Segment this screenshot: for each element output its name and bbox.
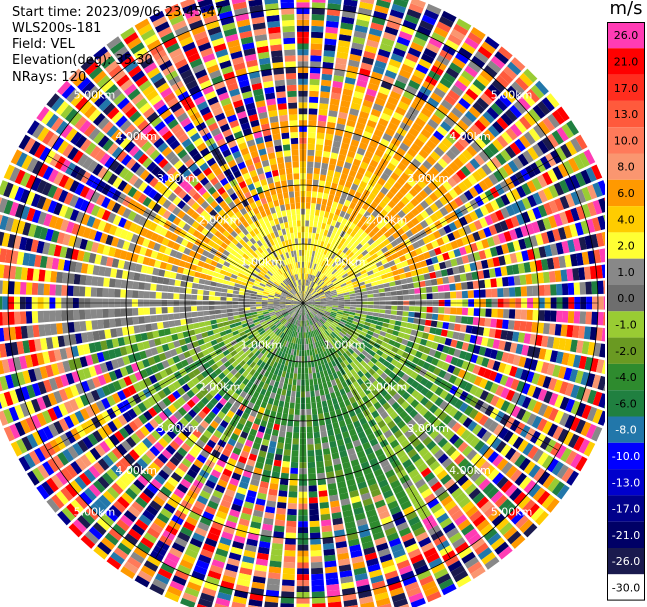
range-ring-label: 2.00km: [366, 380, 408, 393]
range-ring-label: 4.00km: [115, 464, 157, 477]
range-ring-label: 1.00km: [324, 339, 366, 352]
colorbar-tick-label: -4.0: [615, 371, 636, 384]
colorbar-tick-label: 4.0: [617, 213, 635, 226]
range-ring-label: 2.00km: [199, 380, 241, 393]
colorbar-tick-label: 8.0: [617, 161, 635, 174]
colorbar-tick-label: 26.0: [614, 29, 639, 42]
colorbar-swatch: [607, 153, 645, 180]
range-ring-label: 1.00km: [324, 255, 366, 268]
colorbar-swatch: [607, 337, 645, 364]
colorbar-swatch: [607, 311, 645, 338]
range-ring-label: 4.00km: [449, 464, 491, 477]
colorbar-tick-label: 17.0: [614, 82, 639, 95]
colorbar-unit: m/s: [609, 0, 643, 19]
range-ring-label: 3.00km: [157, 422, 199, 435]
range-ring-label: 2.00km: [366, 214, 408, 227]
field-label: Field: VEL: [12, 37, 75, 52]
range-ring-label: 1.00km: [240, 255, 282, 268]
colorbar-tick-label: -13.0: [612, 476, 640, 489]
colorbar-swatch: [607, 285, 645, 312]
range-ring-label: 4.00km: [115, 130, 157, 143]
range-rings: 1.00km 1.00km 1.00km 1.00km 2.00km 2.00km 2.00…: [7, 7, 599, 599]
colorbar-tick-label: -8.0: [615, 424, 636, 437]
colorbar: 26.0 21.0 17.0 13.0 10.0 8.0 6.0 4.0 2.0 1.0 0.0 -1…: [607, 22, 645, 601]
range-ring-label: 3.00km: [407, 422, 449, 435]
range-ring-label: 3.00km: [157, 172, 199, 185]
range-ring-label: 5.00km: [491, 88, 533, 101]
colorbar-tick-label: 10.0: [614, 134, 639, 147]
colorbar-tick-label: -30.0: [612, 581, 640, 594]
elevation-label: Elevation(deg): 35.30: [12, 53, 153, 68]
colorbar-tick-label: -10.0: [612, 450, 640, 463]
range-ring-label: 3.00km: [407, 172, 449, 185]
colorbar-tick-label: -1.0: [615, 318, 636, 331]
range-ring-label: 5.00km: [491, 506, 533, 519]
colorbar-tick-label: -6.0: [615, 397, 636, 410]
colorbar-swatch: [607, 206, 645, 233]
colorbar-swatch: [607, 574, 645, 601]
colorbar-tick-label: 2.0: [617, 240, 635, 253]
colorbar-swatch: [607, 48, 645, 75]
colorbar-swatch: [607, 179, 645, 207]
colorbar-swatch: [607, 390, 645, 417]
range-ring-label: 5.00km: [74, 88, 116, 101]
colorbar-swatch: [607, 22, 645, 49]
colorbar-swatch: [607, 100, 645, 128]
colorbar-swatch: [607, 258, 645, 285]
colorbar-swatch: [607, 416, 645, 443]
range-ring-label: 2.00km: [199, 214, 241, 227]
colorbar-swatch: [607, 363, 645, 391]
colorbar-swatch: [607, 495, 645, 522]
colorbar-tick-label: 6.0: [617, 187, 635, 200]
colorbar-swatch: [607, 74, 645, 101]
range-ring-label: 1.00km: [240, 339, 282, 352]
colorbar-tick-label: -2.0: [615, 345, 636, 358]
range-ring-label: 5.00km: [74, 506, 116, 519]
colorbar-swatch: [607, 127, 645, 154]
range-ring-label: 4.00km: [449, 130, 491, 143]
colorbar-tick-label: -17.0: [612, 503, 640, 516]
colorbar-swatch: [607, 442, 645, 470]
colorbar-tick-label: 21.0: [614, 55, 639, 68]
colorbar-tick-label: -26.0: [612, 555, 640, 568]
colorbar-tick-label: 1.0: [617, 266, 635, 279]
nrays-label: NRays: 120: [12, 70, 87, 85]
ppi-gates: [0, 0, 605, 607]
colorbar-swatch: [607, 521, 645, 548]
instrument-label: WLS200s-181: [12, 21, 102, 36]
colorbar-tick-label: 0.0: [617, 292, 635, 305]
colorbar-swatch: [607, 548, 645, 575]
colorbar-swatch: [607, 232, 645, 259]
colorbar-swatch: [607, 469, 645, 496]
colorbar-tick-label: -21.0: [612, 529, 640, 542]
start-time-label: Start time: 2023/09/06 23:45:47: [12, 5, 224, 20]
ppi-plot: 1.00km 1.00km 1.00km 1.00km 2.00km 2.00km 2.00…: [0, 0, 605, 607]
colorbar-tick-label: 13.0: [614, 108, 639, 121]
